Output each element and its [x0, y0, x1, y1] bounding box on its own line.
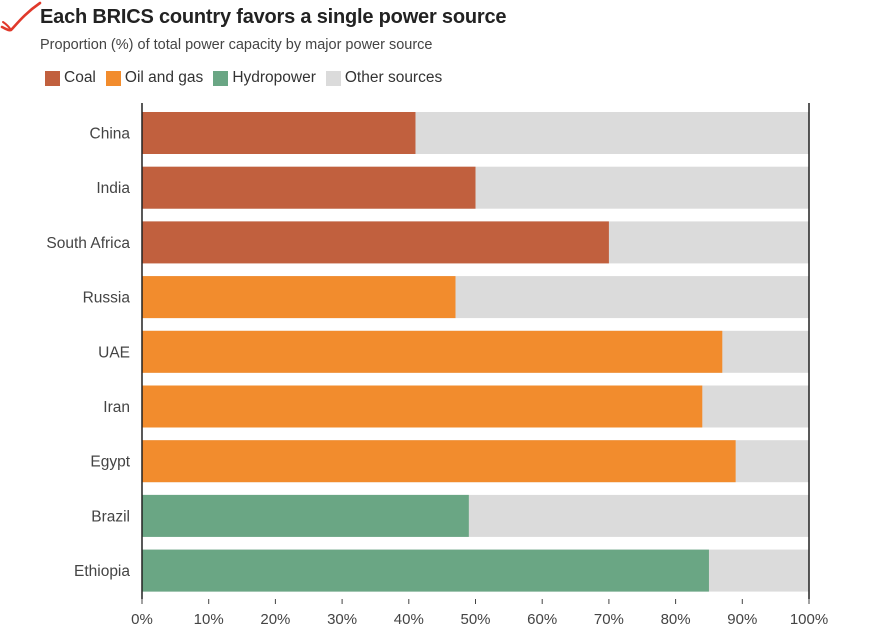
category-label-iran: Iran — [103, 399, 130, 416]
legend: Coal Oil and gas Hydropower Other source… — [45, 69, 452, 87]
legend-item-other: Other sources — [325, 69, 443, 87]
legend-item-coal: Coal — [45, 69, 96, 87]
legend-label-hydropower: Hydropower — [232, 69, 316, 86]
x-tick-label: 0% — [131, 611, 153, 628]
bar-primary-iran — [142, 385, 703, 428]
x-tick-label: 10% — [194, 611, 224, 628]
bar-primary-uae — [142, 330, 723, 373]
category-label-brazil: Brazil — [91, 508, 130, 525]
x-tick-label: 20% — [260, 611, 290, 628]
legend-swatch-other — [325, 70, 341, 86]
bar-primary-brazil — [142, 494, 469, 537]
category-label-china: China — [90, 126, 131, 143]
category-label-uae: UAE — [98, 344, 130, 361]
chart-title: Each BRICS country favors a single power… — [40, 6, 507, 28]
legend-label-oil-gas: Oil and gas — [124, 69, 204, 86]
bar-primary-russia — [142, 276, 456, 319]
legend-label-coal: Coal — [64, 69, 96, 86]
x-tick-label: 100% — [790, 611, 828, 628]
x-tick-label: 90% — [727, 611, 757, 628]
legend-item-oil-gas: Oil and gas — [105, 69, 204, 87]
bar-primary-india — [142, 166, 476, 209]
x-tick-label: 60% — [527, 611, 557, 628]
x-tick-label: 80% — [661, 611, 691, 628]
category-label-egypt: Egypt — [90, 454, 130, 471]
bar-primary-ethiopia — [142, 549, 709, 592]
category-label-ethiopia: Ethiopia — [74, 563, 130, 580]
legend-swatch-coal — [45, 70, 60, 86]
legend-swatch-oil-gas — [105, 70, 121, 86]
x-tick-label: 40% — [394, 611, 424, 628]
legend-swatch-hydropower — [213, 70, 229, 86]
category-label-russia: Russia — [83, 290, 131, 307]
legend-item-hydropower: Hydropower — [213, 69, 316, 87]
category-label-india: India — [96, 180, 130, 197]
bar-primary-china — [142, 112, 416, 154]
x-tick-label: 70% — [594, 611, 624, 628]
category-label-south-africa: South Africa — [46, 235, 130, 252]
x-tick-label: 50% — [460, 611, 490, 628]
red-checkmark-logo — [0, 1, 42, 32]
x-tick-label: 30% — [327, 611, 357, 628]
bar-primary-south-africa — [142, 221, 609, 264]
chart-subtitle: Proportion (%) of total power capacity b… — [40, 37, 433, 53]
legend-label-other: Other sources — [344, 69, 443, 86]
bar-primary-egypt — [142, 440, 736, 483]
